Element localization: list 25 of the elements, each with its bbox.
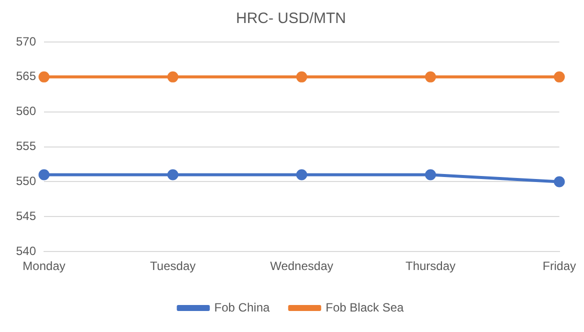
point bbox=[425, 169, 436, 180]
x-tick-label: Wednesday bbox=[270, 259, 334, 274]
y-tick-label: 570 bbox=[16, 34, 36, 48]
x-tick-label: Monday bbox=[22, 259, 66, 274]
point bbox=[38, 169, 50, 180]
y-tick-label: 555 bbox=[16, 139, 36, 154]
y-tick-label: 560 bbox=[16, 104, 36, 118]
x-tick-label: Friday bbox=[542, 259, 576, 274]
legend-label: Fob China bbox=[214, 300, 270, 314]
x-tick-label: Thursday bbox=[405, 259, 456, 274]
y-tick-label: 565 bbox=[16, 69, 36, 84]
point bbox=[425, 71, 436, 82]
y-tick-label: 550 bbox=[16, 174, 36, 188]
y-tick-label: 545 bbox=[16, 208, 36, 223]
point bbox=[554, 71, 565, 82]
legend-label: Fob Black Sea bbox=[326, 300, 404, 314]
point bbox=[167, 169, 178, 180]
point bbox=[38, 71, 50, 82]
point bbox=[296, 169, 308, 180]
chart-title: HRC- USD/MTN bbox=[236, 10, 346, 28]
point bbox=[296, 71, 308, 82]
point bbox=[167, 71, 178, 82]
point bbox=[554, 176, 565, 188]
y-tick-label: 540 bbox=[16, 244, 36, 258]
x-tick-label: Tuesday bbox=[150, 259, 196, 274]
